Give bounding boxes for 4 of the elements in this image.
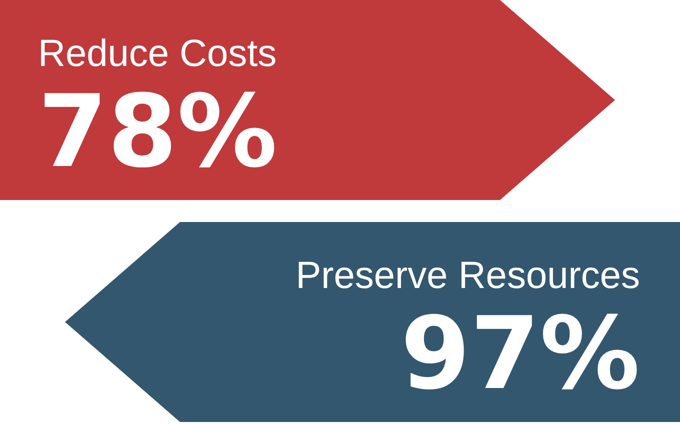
- category-label: Preserve Resources: [296, 255, 640, 297]
- data-label: 78%: [38, 73, 278, 190]
- data-label: 97%: [400, 295, 640, 412]
- category-label: Reduce Costs: [38, 33, 277, 75]
